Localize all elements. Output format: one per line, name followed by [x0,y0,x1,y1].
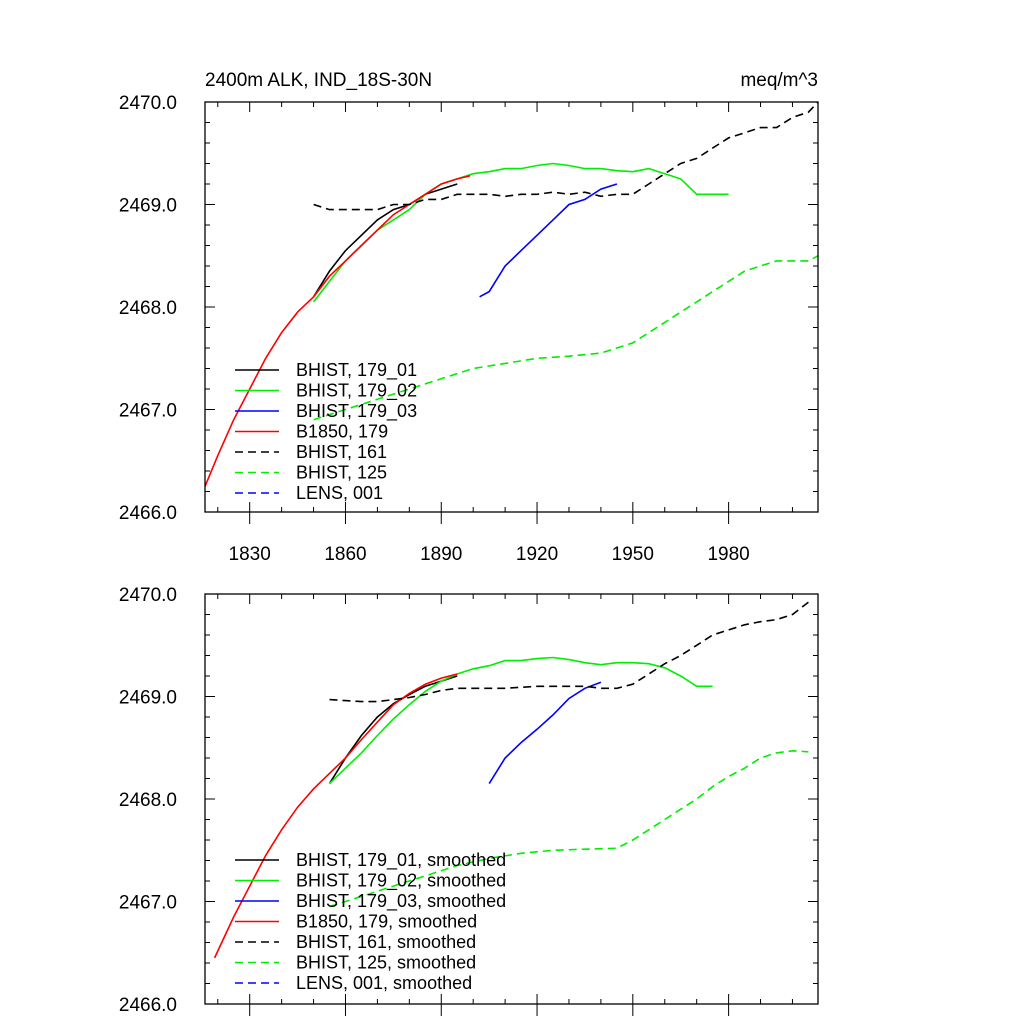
top-plot-series [204,101,819,487]
top-chart-title: 2400m ALK, IND_18S-30N [205,70,432,91]
series-line-3 [204,175,471,487]
x-tick-label: 1980 [707,544,749,565]
legend-label: B1850, 179, smoothed [296,912,477,932]
series-line-0 [312,183,458,298]
legend-label: LENS, 001 [296,483,383,503]
y-tick-label: 2468.0 [119,298,177,319]
legend-label: BHIST, 179_02 [296,381,417,402]
bottom-axis-ticks: 2466.0 2467.0 2468.0 2469.0 2470.0 [119,585,818,1016]
bottom-panel: 2466.0 2467.0 2468.0 2469.0 2470.0 BHIST, 17… [119,585,819,1016]
series-line-0 [328,675,458,785]
series-line-2 [479,183,618,298]
legend-label: BHIST, 161, smoothed [296,932,476,952]
y-tick-label: 2467.0 [119,401,177,422]
legend-label: BHIST, 161 [296,442,387,462]
y-tick-label: 2469.0 [119,196,177,217]
x-tick-label: 1920 [516,544,558,565]
x-tick-label: 1950 [612,544,654,565]
top-axis-ticks: 2466.0 2467.0 2468.0 2469.0 2470.0 1830 1860 18… [119,93,818,565]
series-line-4 [329,601,809,703]
legend-label: BHIST, 125, smoothed [296,953,476,973]
series-line-5 [313,255,819,421]
x-tick-label: 1830 [229,544,271,565]
legend-label: LENS, 001, smoothed [296,973,472,993]
series-line-1 [312,162,729,303]
top-panel: 2400m ALK, IND_18S-30N meq/m^3 2466.0246… [119,70,819,565]
legend-label: B1850, 179 [296,422,388,442]
legend-label: BHIST, 125 [296,463,387,483]
legend-label: BHIST, 179_02, smoothed [296,871,506,892]
x-tick-label: 1890 [420,544,462,565]
legend-label: BHIST, 179_01, smoothed [296,850,506,871]
y-tick-label: 2469.0 [119,688,177,709]
legend-label: BHIST, 179_01 [296,360,417,381]
bottom-plot-series [213,601,809,959]
series-line-2 [488,681,602,785]
series-line-4 [313,101,819,211]
y-tick-label: 2466.0 [119,995,177,1016]
legend-label: BHIST, 179_03, smoothed [296,891,506,912]
series-line-5 [329,749,809,908]
y-tick-label: 2470.0 [119,585,177,606]
y-tick-label: 2467.0 [119,893,177,914]
series-line-3 [213,673,458,959]
y-tick-label: 2468.0 [119,790,177,811]
top-chart-units: meq/m^3 [740,70,818,91]
series-line-1 [328,656,713,785]
x-tick-label: 1860 [324,544,366,565]
y-tick-label: 2466.0 [119,503,177,524]
y-tick-label: 2470.0 [119,93,177,114]
legend-label: BHIST, 179_03 [296,401,417,422]
